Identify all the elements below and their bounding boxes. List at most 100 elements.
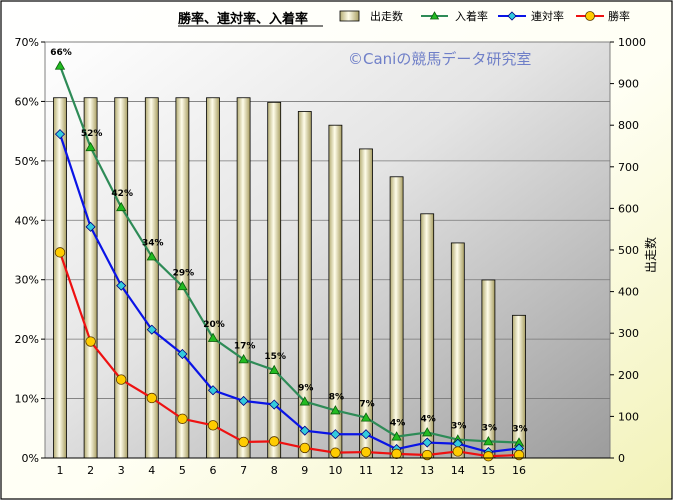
marker-1-6 [207,385,219,396]
x-tick-label: 3 [118,464,125,477]
left-tick-label: 0% [22,452,39,465]
x-tick-label: 1 [57,464,64,477]
x-tick-label: 9 [301,464,308,477]
marker-0-6 [207,332,219,342]
bar-starts-11 [359,148,373,459]
marker-1-11 [360,429,372,440]
legend: 出走数 入着率 連対率 勝率 [339,9,630,23]
marker-2-8 [269,436,280,447]
data-label-3: 42% [111,189,133,199]
left-axis-ticks: 0% 10% 20% 30% 40% 50% 60% 70% [15,36,45,465]
data-label-7: 17% [234,341,256,351]
right-tick-label: 300 [618,327,639,340]
legend-label-rentai: 連対率 [531,9,564,23]
marker-1-2 [85,221,96,232]
marker-2-3 [115,374,127,385]
right-tick-label: 0 [618,452,625,465]
marker-2-10 [330,447,341,458]
data-label-10: 8% [329,392,344,402]
marker-2-5 [177,413,188,424]
marker-0-9 [299,396,310,406]
left-tick-label: 70% [15,36,39,49]
data-label-11: 7% [359,400,374,410]
marker-2-13 [422,449,433,461]
marker-2-15 [483,451,494,462]
left-tick-label: 20% [15,333,39,346]
line-markers [54,60,525,462]
series-line-0 [58,65,520,444]
marker-0-2 [85,141,96,152]
marker-2-4 [146,392,158,404]
x-tick-label: 4 [148,464,155,477]
data-label-15: 3% [482,423,497,433]
left-tick-label: 10% [15,393,39,406]
left-tick-label: 60% [15,95,39,108]
right-tick-label: 400 [618,286,639,299]
marker-0-13 [422,427,433,437]
x-tick-label: 8 [271,464,278,477]
marker-1-8 [269,399,280,410]
marker-2-11 [360,446,372,458]
series-line-1 [58,133,520,454]
x-tick-label: 2 [87,464,94,477]
legend-label-starts: 出走数 [370,9,403,23]
marker-0-3 [116,201,127,212]
bar-starts-6 [206,97,220,459]
legend-label-place: 入着率 [455,9,488,23]
x-tick-label: 6 [210,464,217,477]
right-axis-label: 出走数 [643,237,658,273]
legend-swatch-starts [339,10,360,22]
right-tick-label: 100 [618,410,639,423]
data-label-8: 15% [264,352,286,362]
marker-1-10 [330,429,341,440]
marker-0-10 [330,405,341,415]
marker-1-4 [146,324,157,335]
marker-0-8 [269,364,280,374]
data-label-16: 3% [512,425,527,435]
x-axis-ticks: 1 2 3 4 5 6 7 8 9 10 11 12 13 14 15 16 [45,457,610,477]
x-tick-label: 13 [420,464,434,477]
marker-2-6 [207,420,219,431]
legend-marker-place [429,11,440,20]
x-tick-label: 15 [481,464,495,477]
chart-title: 勝率、連対率、入着率 [178,11,308,27]
marker-1-13 [422,437,433,448]
left-tick-label: 40% [15,214,39,227]
data-label-2: 52% [81,129,103,139]
marker-1-1 [54,129,66,140]
data-label-9: 9% [298,384,313,394]
x-tick-label: 11 [359,464,373,477]
right-tick-label: 1000 [618,36,646,49]
data-label-12: 4% [390,419,405,429]
x-tick-label: 7 [240,464,247,477]
series-line-2 [58,252,520,458]
marker-0-12 [391,431,402,441]
data-label-1: 66% [50,48,72,58]
marker-0-5 [177,280,188,291]
x-tick-label: 5 [179,464,186,477]
x-tick-label: 12 [390,464,404,477]
marker-0-11 [360,412,372,422]
data-label-6: 20% [203,320,225,330]
right-tick-label: 800 [618,119,639,132]
line-series [58,65,520,458]
left-tick-label: 30% [15,274,39,287]
gridlines [45,101,610,399]
data-label-4: 34% [142,239,164,249]
bar-starts-4 [144,97,159,459]
marker-1-3 [116,280,127,291]
marker-2-1 [54,247,66,258]
marker-2-2 [85,336,96,347]
right-tick-label: 500 [618,244,639,257]
bar-starts-9 [297,111,312,459]
marker-1-9 [299,425,310,436]
data-label-13: 4% [421,414,436,424]
data-label-14: 3% [451,422,466,432]
left-tick-label: 50% [15,155,39,168]
data-label-5: 29% [173,268,195,278]
right-tick-label: 900 [618,78,639,91]
x-tick-label: 16 [512,464,526,477]
bar-starts-2 [83,97,98,459]
marker-0-7 [238,354,249,364]
